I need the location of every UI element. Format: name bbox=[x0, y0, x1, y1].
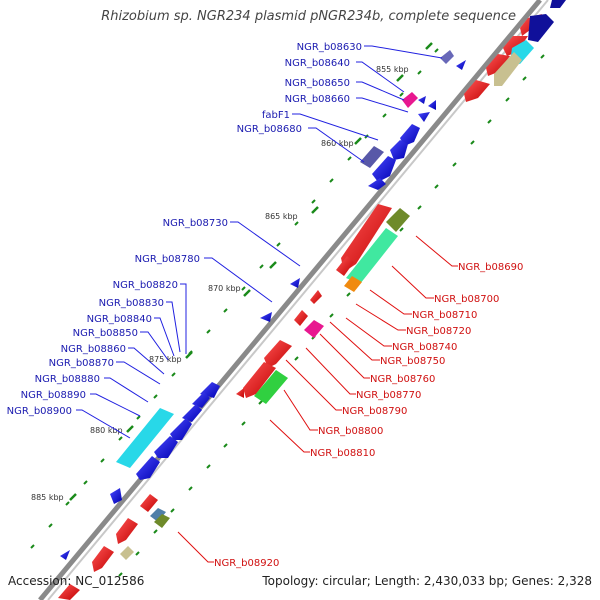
gene-arrow-forward bbox=[372, 156, 396, 182]
gene-arrow-forward bbox=[170, 418, 192, 440]
gene-label-NGR_b08760: NGR_b08760 bbox=[370, 374, 435, 385]
gene-block-green bbox=[254, 370, 288, 404]
gene-label-NGR_b08840: NGR_b08840 bbox=[87, 314, 152, 325]
gene-arrow-reverse bbox=[236, 388, 244, 398]
gene-block-navy bbox=[528, 14, 554, 42]
gene-arrow-reverse bbox=[264, 340, 292, 368]
tick-track-inner bbox=[118, 54, 545, 577]
reverse-blocks bbox=[120, 14, 554, 560]
gene-label-NGR_b08690: NGR_b08690 bbox=[458, 262, 523, 273]
map-title: Rhizobium sp. NGR234 plasmid pNGR234b, c… bbox=[101, 9, 516, 24]
gene-arrow-reverse bbox=[58, 584, 80, 600]
gene-arrow-reverse bbox=[116, 518, 138, 544]
ruler-label: 865 kbp bbox=[265, 212, 298, 221]
accession-text: Accession: NC_012586 bbox=[8, 574, 145, 588]
gene-block-periwinkle bbox=[440, 50, 454, 64]
gene-arrow-forward bbox=[290, 278, 300, 288]
gene-label-NGR_b08790: NGR_b08790 bbox=[342, 406, 407, 417]
gene-block-periwinkle bbox=[360, 146, 384, 168]
gene-arrow-forward bbox=[456, 60, 466, 70]
gene-arrow-forward bbox=[368, 178, 386, 190]
gene-arrow-forward bbox=[154, 436, 178, 458]
gene-arrow-forward bbox=[418, 112, 430, 122]
gene-label-fabF1: fabF1 bbox=[262, 110, 290, 121]
gene-label-NGR_b08880: NGR_b08880 bbox=[35, 374, 100, 385]
forward-label-group: NGR_b08630 NGR_b08640 NGR_b08650 NGR_b08… bbox=[7, 42, 362, 417]
gene-arrow-reverse bbox=[336, 256, 354, 276]
forward-blocks bbox=[116, 0, 566, 468]
ruler-label: 870 kbp bbox=[208, 284, 241, 293]
gene-block-steel bbox=[150, 508, 166, 522]
gene-arrow-reverse bbox=[243, 362, 276, 398]
gene-label-NGR_b08860: NGR_b08860 bbox=[61, 344, 126, 355]
gene-label-NGR_b08700: NGR_b08700 bbox=[434, 294, 499, 305]
gene-label-NGR_b08850: NGR_b08850 bbox=[73, 328, 138, 339]
gene-label-NGR_b08770: NGR_b08770 bbox=[356, 390, 421, 401]
gene-label-NGR_b08830: NGR_b08830 bbox=[99, 298, 164, 309]
reverse-label-group: NGR_b08690 NGR_b08700 NGR_b08710 NGR_b08… bbox=[214, 262, 523, 569]
gene-arrow-forward bbox=[428, 100, 436, 110]
gene-label-NGR_b08820: NGR_b08820 bbox=[113, 280, 178, 291]
gene-arrow-forward bbox=[390, 140, 408, 160]
gene-arrow-reverse bbox=[486, 54, 510, 76]
gene-arrow-reverse bbox=[140, 494, 158, 512]
gene-label-NGR_b08730: NGR_b08730 bbox=[163, 218, 228, 229]
forward-genes bbox=[60, 60, 466, 560]
gene-label-NGR_b08750: NGR_b08750 bbox=[380, 356, 445, 367]
gene-arrow-forward bbox=[418, 96, 426, 104]
gene-label-NGR_b08640: NGR_b08640 bbox=[285, 58, 350, 69]
gene-block-khaki bbox=[494, 52, 522, 86]
gene-arrow-reverse bbox=[92, 546, 114, 572]
backbone-line bbox=[38, 0, 542, 600]
backbone-highlight bbox=[47, 0, 549, 600]
gene-arrow-forward bbox=[192, 392, 210, 408]
gene-label-NGR_b08780: NGR_b08780 bbox=[135, 254, 200, 265]
gene-arrow-reverse bbox=[341, 204, 392, 272]
gene-arrow-reverse bbox=[464, 80, 490, 102]
gene-arrow-forward bbox=[110, 488, 122, 504]
gene-label-NGR_b08720: NGR_b08720 bbox=[406, 326, 471, 337]
gene-label-NGR_b08740: NGR_b08740 bbox=[392, 342, 457, 353]
gene-label-NGR_b08810: NGR_b08810 bbox=[310, 448, 375, 459]
gene-label-NGR_b08870: NGR_b08870 bbox=[49, 358, 114, 369]
gene-label-NGR_b08630: NGR_b08630 bbox=[297, 42, 362, 53]
tick-track-outer bbox=[30, 48, 439, 549]
ruler-label: 855 kbp bbox=[376, 65, 409, 74]
gene-label-NGR_b08680: NGR_b08680 bbox=[237, 124, 302, 135]
gene-block-cyan bbox=[116, 408, 174, 468]
gene-arrow-forward bbox=[60, 550, 70, 560]
gene-arrow-reverse bbox=[294, 310, 308, 326]
gene-block-olive bbox=[386, 208, 410, 232]
gene-label-NGR_b08710: NGR_b08710 bbox=[412, 310, 477, 321]
reverse-genes bbox=[58, 14, 542, 600]
forward-leaders bbox=[76, 45, 443, 439]
gene-arrow-forward bbox=[182, 404, 202, 422]
ruler-label: 885 kbp bbox=[31, 493, 64, 502]
gene-label-NGR_b08900: NGR_b08900 bbox=[7, 406, 72, 417]
ruler-label: 875 kbp bbox=[149, 355, 182, 364]
gene-block-pink bbox=[304, 320, 324, 338]
gene-arrow-forward bbox=[136, 456, 160, 480]
gene-label-NGR_b08800: NGR_b08800 bbox=[318, 426, 383, 437]
gene-block-pink bbox=[402, 92, 418, 108]
ruler-label: 880 kbp bbox=[90, 426, 123, 435]
gene-block-mint bbox=[346, 228, 398, 284]
gene-block-olive bbox=[154, 514, 170, 528]
gene-arrow-forward bbox=[400, 124, 420, 146]
reverse-leaders bbox=[177, 235, 458, 563]
gene-arrow-reverse bbox=[310, 290, 322, 304]
gene-label-NGR_b08920: NGR_b08920 bbox=[214, 558, 279, 569]
ruler-marks bbox=[69, 42, 433, 501]
gene-label-NGR_b08660: NGR_b08660 bbox=[285, 94, 350, 105]
genome-summary-text: Topology: circular; Length: 2,430,033 bp… bbox=[262, 574, 592, 588]
gene-label-NGR_b08650: NGR_b08650 bbox=[285, 78, 350, 89]
gene-block-orange bbox=[344, 276, 362, 292]
gene-label-NGR_b08890: NGR_b08890 bbox=[21, 390, 86, 401]
gene-arrow-forward bbox=[260, 312, 272, 322]
gene-block-khaki bbox=[120, 546, 134, 560]
gene-block-navy bbox=[550, 0, 566, 8]
